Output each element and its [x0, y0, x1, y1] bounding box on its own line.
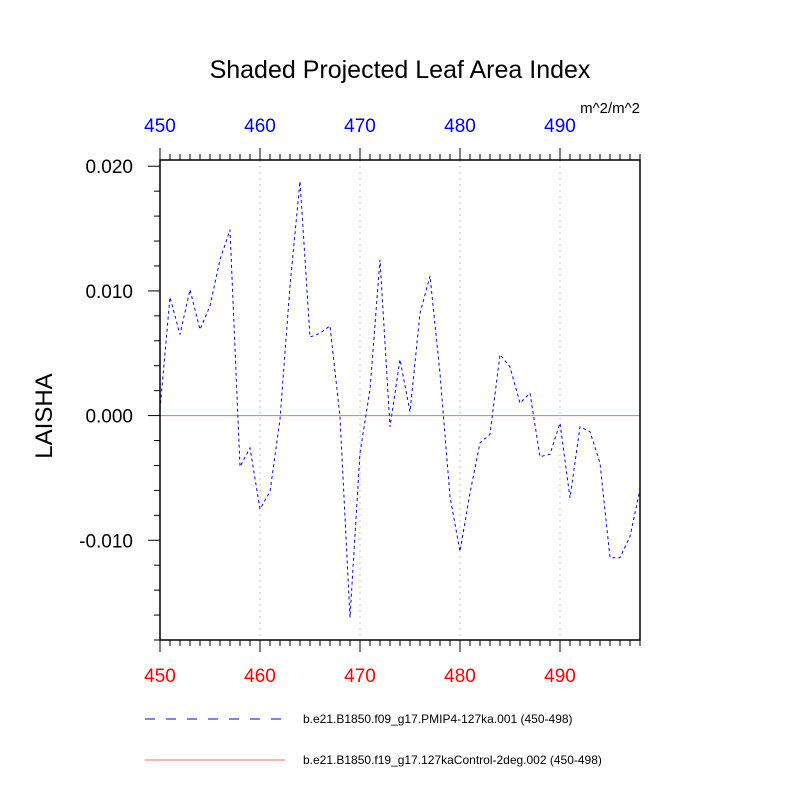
- x-tick-label-bottom: 460: [244, 666, 276, 687]
- y-tick-label: 0.000: [85, 407, 133, 428]
- x-tick-label-top: 460: [244, 116, 276, 137]
- x-tick-label-top: 480: [444, 116, 476, 137]
- chart-title: Shaded Projected Leaf Area Index: [210, 56, 591, 84]
- units-label: m^2/m^2: [580, 100, 640, 117]
- plot-frame: [159, 159, 641, 641]
- x-tick-label-bottom: 470: [344, 666, 376, 687]
- x-tick-label-top: 470: [344, 116, 376, 137]
- x-tick-label-bottom: 480: [444, 666, 476, 687]
- y-tick-label: 0.020: [85, 157, 133, 178]
- legend-label-0: b.e21.B1850.f09_g17.PMIP4-127ka.001 (450…: [303, 712, 573, 726]
- y-tick-label: -0.010: [79, 531, 133, 552]
- x-tick-label-bottom: 490: [544, 666, 576, 687]
- x-tick-label-top: 450: [144, 116, 176, 137]
- y-axis-label: LAISHA: [31, 373, 58, 458]
- x-tick-label-top: 490: [544, 116, 576, 137]
- x-tick-label-bottom: 450: [144, 666, 176, 687]
- legend-label-1: b.e21.B1850.f19_g17.127kaControl-2deg.00…: [303, 753, 602, 767]
- series-line-0: [159, 181, 641, 618]
- y-tick-label: 0.010: [85, 282, 133, 303]
